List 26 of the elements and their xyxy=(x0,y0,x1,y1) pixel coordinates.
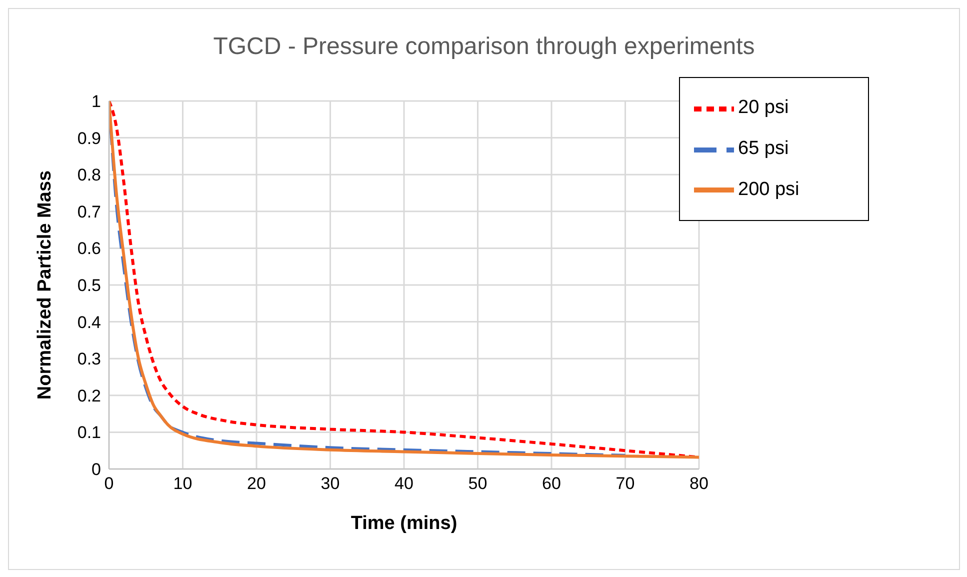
x-axis-title: Time (mins) xyxy=(350,513,458,534)
y-tick-label: 1 xyxy=(92,92,101,112)
legend-label: 200 psi xyxy=(738,178,800,200)
x-tick-label: 70 xyxy=(616,474,635,494)
y-tick-label: 0.8 xyxy=(77,166,101,185)
y-axis-title: Normalized Particle Mass xyxy=(34,170,56,400)
legend-label: 20 psi xyxy=(738,97,789,118)
y-tick-label: 0.6 xyxy=(77,239,101,258)
y-tick-label: 0.7 xyxy=(77,202,101,222)
x-tick-label: 20 xyxy=(247,474,266,494)
chart-title: TGCD - Pressure comparison through experiments xyxy=(212,33,756,61)
y-tick-label: 0.1 xyxy=(77,423,101,442)
x-tick-label: 50 xyxy=(468,474,488,494)
x-tick-label: 30 xyxy=(320,474,340,494)
y-tick-label: 0 xyxy=(92,460,101,480)
y-tick-label: 0.5 xyxy=(77,276,101,296)
x-tick-label: 80 xyxy=(690,474,708,494)
x-tick-label: 60 xyxy=(542,474,561,494)
y-tick-label: 0.3 xyxy=(77,350,101,369)
x-tick-label: 40 xyxy=(394,474,414,494)
y-tick-label: 0.4 xyxy=(77,312,101,332)
x-tick-label: 10 xyxy=(173,474,192,494)
x-tick-label: 0 xyxy=(104,474,114,494)
y-tick-label: 0.2 xyxy=(77,386,101,406)
y-tick-label: 0.9 xyxy=(77,128,101,148)
legend-label: 65 psi xyxy=(738,138,789,159)
